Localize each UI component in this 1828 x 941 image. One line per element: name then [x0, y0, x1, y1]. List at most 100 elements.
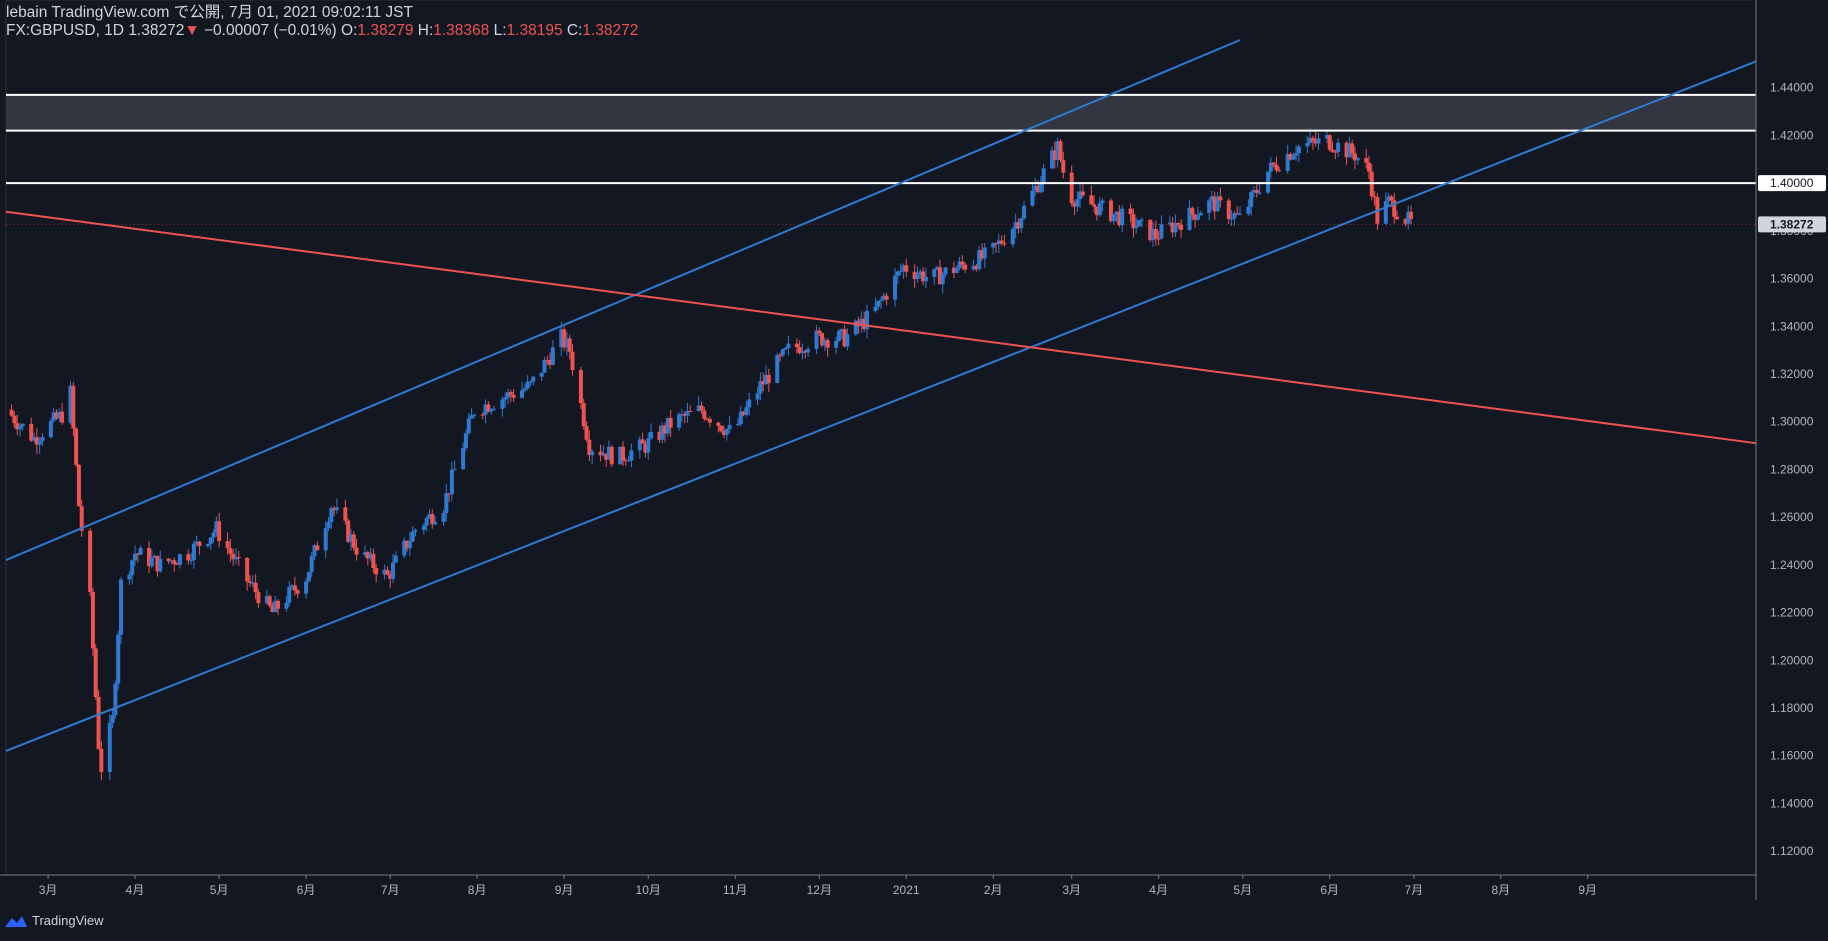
candle-body [118, 579, 123, 635]
candle-body [1347, 143, 1352, 158]
candle-body [312, 545, 317, 557]
candle-body [873, 306, 878, 311]
candle-body [1291, 155, 1296, 160]
candle-body [1055, 141, 1060, 161]
candle-body [189, 559, 194, 561]
candle-body [1019, 218, 1024, 229]
candle-body [133, 553, 138, 561]
candle-body [483, 404, 488, 415]
candle-body [1274, 164, 1279, 171]
candle-body [1336, 142, 1341, 152]
candle-body [1395, 216, 1400, 220]
candle-body [1050, 150, 1055, 169]
candle-body [1288, 154, 1293, 160]
candle-body [169, 560, 174, 562]
candle-body [449, 469, 454, 495]
candle-body [34, 437, 39, 445]
candle-body [982, 247, 987, 259]
candle-body [657, 431, 662, 440]
candle-body [1097, 203, 1102, 216]
candle-body [1366, 162, 1371, 172]
candle-body [233, 556, 238, 560]
candle-body [214, 521, 219, 533]
candle-body [116, 634, 121, 684]
candle-body [1277, 170, 1282, 172]
candle-body [977, 250, 982, 270]
brand-label: TradingView [32, 913, 104, 928]
y-tick-label: 1.34000 [1770, 319, 1814, 333]
candle-body [447, 493, 452, 495]
candle-body [1285, 154, 1290, 171]
candle-body [901, 265, 906, 271]
candle-body [1153, 228, 1158, 239]
last-price: 1.38272 [128, 22, 185, 39]
candle-body [393, 555, 398, 563]
candle-body [508, 392, 513, 395]
candle-body [208, 537, 213, 545]
candle-body [351, 534, 356, 548]
candle-body [20, 423, 25, 426]
candle-body [1120, 208, 1125, 226]
candle-body [520, 390, 525, 398]
candle-body [1069, 172, 1074, 204]
candle-body [1392, 200, 1397, 217]
candle-body [963, 264, 968, 270]
candle-body [682, 414, 687, 416]
candle-body [679, 414, 684, 416]
candle-body [1327, 135, 1332, 150]
tradingview-footer[interactable]: TradingView [4, 913, 104, 928]
candle-body [306, 572, 311, 582]
candle-body [935, 267, 940, 270]
candle-body [836, 331, 841, 341]
candle-body [921, 271, 926, 282]
candle-body [822, 340, 827, 346]
candle-body [960, 261, 965, 265]
candle-body [1089, 195, 1094, 205]
candle-body [1254, 190, 1259, 193]
candle-body [1237, 213, 1242, 215]
y-tick-label: 1.28000 [1770, 462, 1814, 476]
candle-body [326, 522, 331, 529]
candle-body [1010, 228, 1015, 245]
candle-body [410, 531, 415, 542]
candle-body [856, 320, 861, 327]
candle-body [564, 338, 569, 348]
candle-body [761, 381, 766, 385]
candle-body [93, 648, 98, 698]
candle-body [747, 399, 752, 408]
x-tick-label: 6月 [1320, 883, 1339, 897]
candle-body [820, 333, 825, 346]
candle-body [1052, 150, 1057, 161]
candle-body [864, 310, 869, 330]
candle-body [876, 300, 881, 307]
candle-body [688, 410, 693, 412]
candle-body [584, 426, 589, 440]
y-tick-label: 1.20000 [1770, 653, 1814, 667]
candle-body [668, 417, 673, 428]
candle-body [1041, 168, 1046, 183]
y-tick-label: 1.32000 [1770, 367, 1814, 381]
red-trendline [5, 210, 1757, 445]
candle-body [814, 330, 819, 350]
candle-body [954, 268, 959, 274]
candle-body [88, 530, 93, 592]
candle-body [881, 295, 886, 300]
x-tick-label: 7月 [381, 883, 400, 897]
candle-body [472, 414, 477, 416]
candle-body [590, 451, 595, 456]
candle-body [382, 569, 387, 575]
candle-body [1078, 191, 1083, 200]
candle-body [138, 548, 143, 555]
candle-body [99, 748, 104, 773]
candle-body [1316, 138, 1321, 144]
y-tick-label: 1.30000 [1770, 415, 1814, 429]
candle-body [626, 460, 631, 462]
candle-body [786, 343, 791, 348]
candle-body [68, 385, 73, 423]
candle-body [623, 460, 628, 462]
candle-body [1310, 137, 1315, 141]
symbol-label[interactable]: FX:GBPUSD, 1D [6, 22, 124, 39]
candle-body [430, 514, 435, 525]
x-tick-label: 8月 [1491, 883, 1510, 897]
